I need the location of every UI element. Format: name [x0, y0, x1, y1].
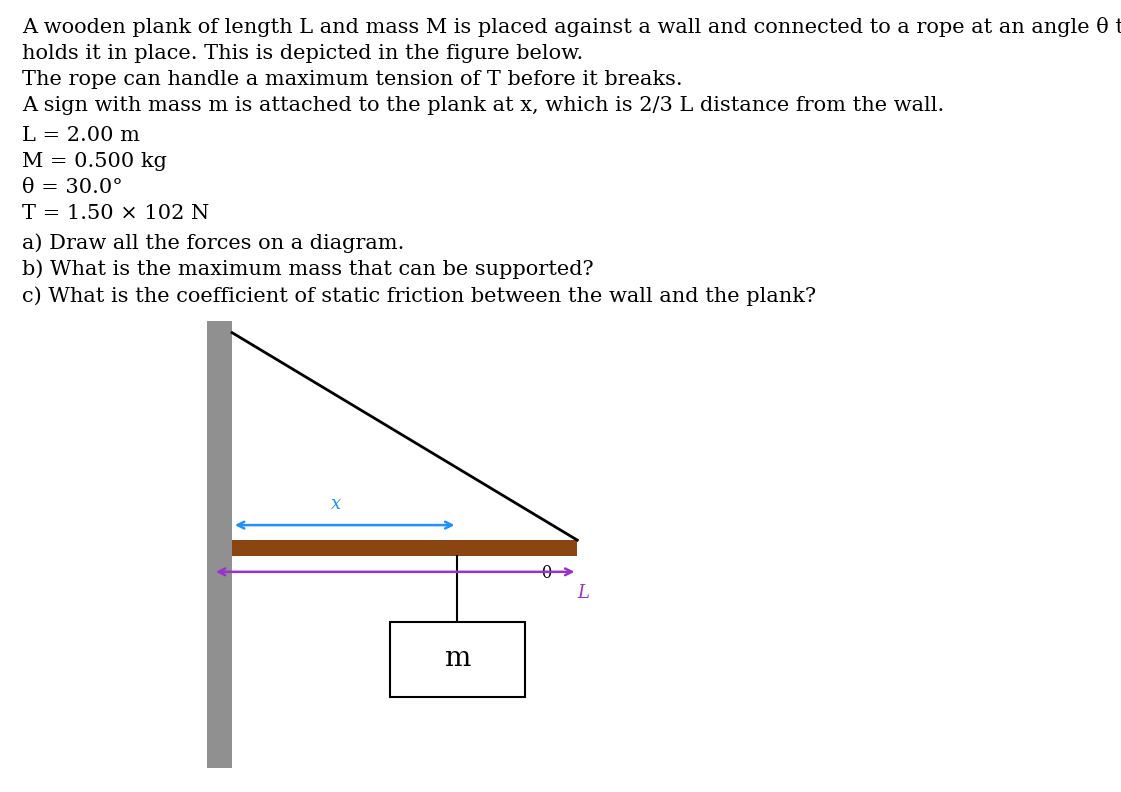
Bar	[390, 622, 525, 697]
Text: c) What is the coefficient of static friction between the wall and the plank?: c) What is the coefficient of static fri…	[22, 286, 816, 306]
Text: M = 0.500 kg: M = 0.500 kg	[22, 152, 167, 171]
Text: m: m	[444, 645, 471, 672]
Bar	[232, 540, 577, 556]
Text: A wooden plank of length L and mass M is placed against a wall and connected to : A wooden plank of length L and mass M is…	[22, 17, 1121, 37]
Text: T = 1.50 × 102 N: T = 1.50 × 102 N	[22, 204, 210, 223]
Text: A sign with mass m is attached to the plank at x, which is 2/3 L distance from t: A sign with mass m is attached to the pl…	[22, 96, 945, 115]
Text: x: x	[331, 495, 342, 513]
Text: θ = 30.0°: θ = 30.0°	[22, 178, 123, 197]
Text: The rope can handle a maximum tension of T before it breaks.: The rope can handle a maximum tension of…	[22, 70, 683, 89]
Bar	[207, 321, 232, 768]
Text: θ: θ	[540, 565, 552, 581]
Text: b) What is the maximum mass that can be supported?: b) What is the maximum mass that can be …	[22, 260, 594, 280]
Text: holds it in place. This is depicted in the figure below.: holds it in place. This is depicted in t…	[22, 44, 584, 63]
Text: L: L	[577, 584, 590, 602]
Text: a) Draw all the forces on a diagram.: a) Draw all the forces on a diagram.	[22, 234, 405, 253]
Text: L = 2.00 m: L = 2.00 m	[22, 126, 140, 145]
